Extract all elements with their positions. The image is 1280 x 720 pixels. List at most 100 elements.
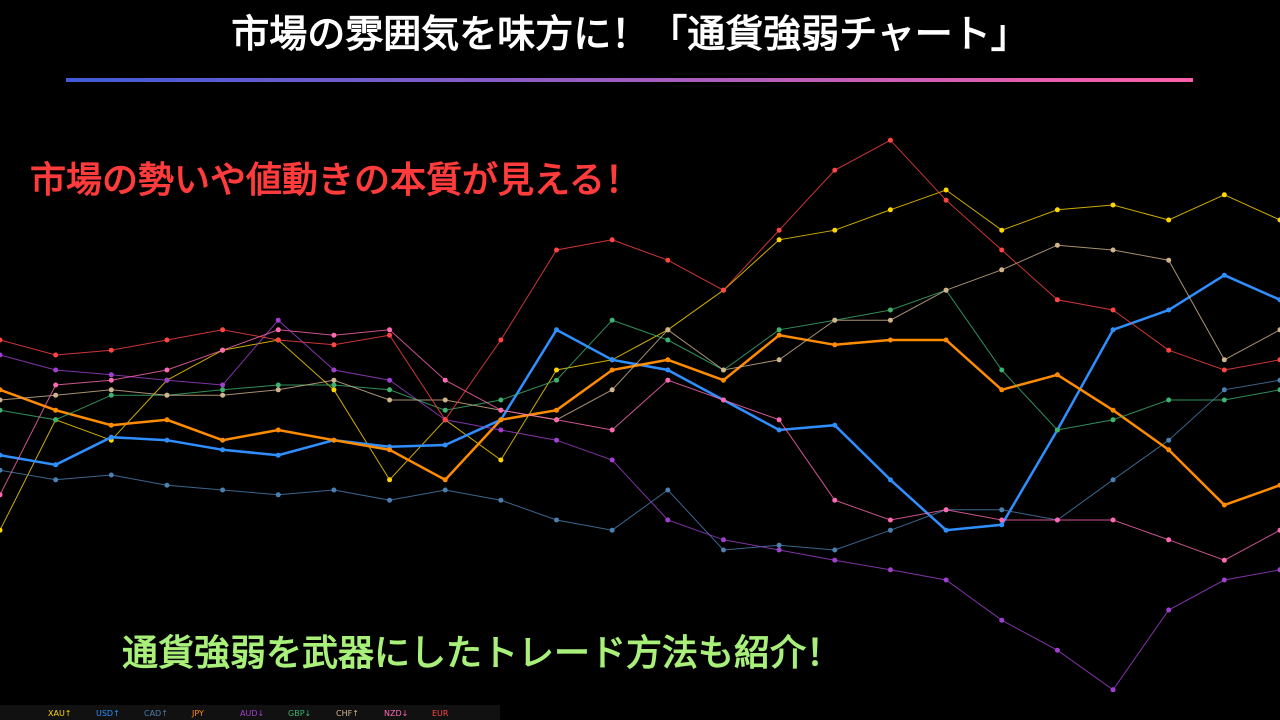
point-marker bbox=[776, 357, 782, 363]
point-marker bbox=[53, 477, 59, 483]
point-marker bbox=[387, 377, 393, 383]
legend-label: JPY bbox=[191, 709, 204, 718]
point-marker bbox=[108, 372, 114, 378]
legend-label: EUR bbox=[432, 709, 449, 718]
point-marker bbox=[53, 382, 59, 388]
point-marker bbox=[1221, 367, 1227, 373]
point-marker bbox=[999, 517, 1005, 523]
point-marker bbox=[1221, 192, 1227, 198]
point-marker bbox=[665, 517, 671, 523]
point-marker bbox=[832, 167, 838, 173]
point-marker bbox=[943, 287, 949, 293]
point-marker bbox=[1277, 527, 1280, 533]
point-marker bbox=[1110, 327, 1116, 333]
point-marker bbox=[832, 497, 838, 503]
point-marker bbox=[387, 497, 393, 503]
point-marker bbox=[0, 492, 3, 498]
point-marker bbox=[832, 317, 838, 323]
point-marker bbox=[1277, 357, 1280, 363]
point-marker bbox=[1110, 687, 1116, 693]
point-marker bbox=[53, 352, 59, 358]
series-line bbox=[0, 333, 1280, 507]
point-marker bbox=[1110, 477, 1116, 483]
point-marker bbox=[164, 437, 170, 443]
legend: XAU↑ USD↑ CAD↑ JPY AUD↓ GBP↓ CHF↑ NZD↓ EUR bbox=[48, 709, 449, 718]
series-line bbox=[0, 189, 1280, 531]
point-marker bbox=[554, 517, 560, 523]
point-marker bbox=[164, 417, 170, 423]
point-marker bbox=[1221, 387, 1227, 393]
point-marker bbox=[943, 337, 949, 343]
point-marker bbox=[887, 567, 893, 573]
point-marker bbox=[1110, 407, 1116, 413]
point-marker bbox=[53, 367, 59, 373]
point-marker bbox=[442, 487, 448, 493]
point-marker bbox=[53, 392, 59, 398]
point-marker bbox=[1166, 447, 1172, 453]
point-marker bbox=[1221, 357, 1227, 363]
point-marker bbox=[943, 197, 949, 203]
point-marker bbox=[220, 447, 226, 453]
point-marker bbox=[720, 547, 726, 553]
point-marker bbox=[220, 487, 226, 493]
point-marker bbox=[108, 377, 114, 383]
point-marker bbox=[720, 287, 726, 293]
point-marker bbox=[275, 382, 281, 388]
point-marker bbox=[275, 327, 281, 333]
point-marker bbox=[999, 387, 1005, 393]
point-marker bbox=[275, 337, 281, 343]
point-marker bbox=[999, 227, 1005, 233]
point-marker bbox=[609, 527, 615, 533]
point-marker bbox=[1277, 482, 1280, 488]
point-marker bbox=[1221, 272, 1227, 278]
series-line bbox=[0, 319, 1280, 691]
legend-bar bbox=[0, 705, 500, 720]
point-marker bbox=[832, 342, 838, 348]
point-marker bbox=[1221, 577, 1227, 583]
point-marker bbox=[999, 617, 1005, 623]
point-marker bbox=[498, 417, 504, 423]
point-marker bbox=[1054, 297, 1060, 303]
point-marker bbox=[53, 417, 59, 423]
point-marker bbox=[609, 367, 615, 373]
point-marker bbox=[1166, 257, 1172, 263]
point-marker bbox=[108, 434, 114, 440]
point-marker bbox=[999, 267, 1005, 273]
point-marker bbox=[554, 417, 560, 423]
point-marker bbox=[1277, 297, 1280, 303]
annotation: 通貨強弱を武器にしたトレード方法も紹介！ bbox=[122, 633, 842, 674]
series-line bbox=[0, 244, 1280, 421]
point-marker bbox=[164, 482, 170, 488]
series-line bbox=[0, 329, 1280, 561]
point-marker bbox=[1166, 347, 1172, 353]
legend-label: XAU↑ bbox=[48, 709, 72, 718]
point-marker bbox=[887, 307, 893, 313]
point-marker bbox=[1277, 327, 1280, 333]
point-marker bbox=[943, 527, 949, 533]
point-marker bbox=[1054, 517, 1060, 523]
point-marker bbox=[331, 387, 337, 393]
point-marker bbox=[1054, 372, 1060, 378]
point-marker bbox=[1166, 397, 1172, 403]
point-marker bbox=[999, 367, 1005, 373]
point-marker bbox=[0, 452, 3, 458]
point-marker bbox=[554, 377, 560, 383]
point-marker bbox=[1166, 217, 1172, 223]
point-marker bbox=[943, 507, 949, 513]
point-marker bbox=[331, 342, 337, 348]
point-marker bbox=[609, 357, 615, 363]
point-marker bbox=[999, 247, 1005, 253]
point-marker bbox=[609, 317, 615, 323]
point-marker bbox=[776, 542, 782, 548]
point-marker bbox=[1221, 502, 1227, 508]
point-marker bbox=[220, 382, 226, 388]
point-marker bbox=[108, 392, 114, 398]
point-marker bbox=[1054, 427, 1060, 433]
legend-label: CAD↑ bbox=[144, 709, 168, 718]
point-marker bbox=[1166, 307, 1172, 313]
point-marker bbox=[999, 507, 1005, 513]
point-marker bbox=[776, 227, 782, 233]
point-marker bbox=[554, 247, 560, 253]
point-marker bbox=[220, 387, 226, 393]
point-marker bbox=[887, 477, 893, 483]
